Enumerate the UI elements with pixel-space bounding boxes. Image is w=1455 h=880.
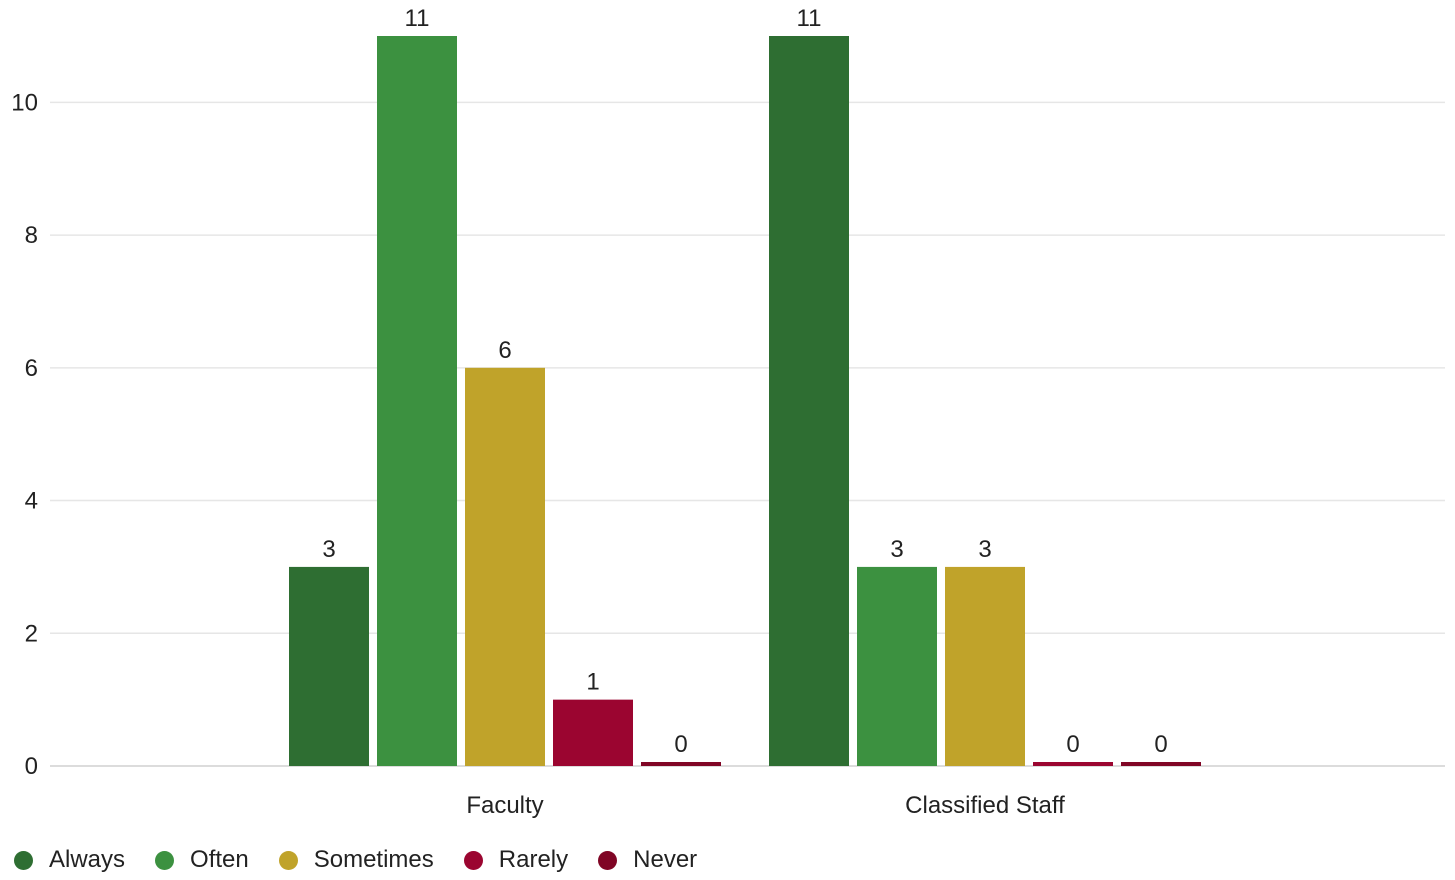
y-tick-label: 2 bbox=[25, 620, 38, 647]
y-axis-ticks: 0 2 4 6 8 10 bbox=[11, 89, 38, 780]
bar-always-classified-staff bbox=[769, 36, 849, 766]
legend-label: Sometimes bbox=[313, 846, 434, 873]
bar-sometimes-classified-staff bbox=[945, 566, 1025, 766]
data-label: 0 bbox=[674, 731, 687, 758]
legend-marker-icon bbox=[278, 850, 298, 870]
data-label: 3 bbox=[978, 536, 991, 563]
y-tick-label: 0 bbox=[25, 753, 38, 780]
bar-sometimes-faculty bbox=[465, 367, 545, 766]
y-tick-label: 4 bbox=[25, 488, 38, 515]
data-label: 1 bbox=[586, 669, 599, 696]
data-label: 11 bbox=[405, 5, 430, 32]
legend: Always Often Sometimes Rarely Never bbox=[14, 846, 727, 874]
legend-marker-icon bbox=[463, 850, 483, 870]
data-label: 3 bbox=[322, 536, 335, 563]
legend-marker-icon bbox=[155, 850, 175, 870]
legend-item-always[interactable]: Always bbox=[14, 846, 125, 874]
data-label: 6 bbox=[498, 337, 511, 364]
legend-label: Always bbox=[49, 846, 126, 873]
data-label: 11 bbox=[797, 5, 822, 32]
legend-label: Never bbox=[633, 846, 698, 873]
gridlines bbox=[50, 101, 1445, 767]
legend-item-sometimes[interactable]: Sometimes bbox=[278, 846, 434, 874]
legend-item-never[interactable]: Never bbox=[598, 846, 697, 874]
data-label: 3 bbox=[890, 536, 903, 563]
bars bbox=[289, 36, 1201, 766]
category-label: Faculty bbox=[466, 792, 543, 819]
data-label: 0 bbox=[1154, 731, 1167, 758]
legend-label: Rarely bbox=[498, 846, 569, 873]
bar-always-faculty bbox=[289, 566, 369, 766]
bar-often-classified-staff bbox=[857, 566, 937, 766]
y-tick-label: 10 bbox=[11, 89, 38, 116]
legend-item-rarely[interactable]: Rarely bbox=[463, 846, 569, 874]
legend-marker-icon bbox=[14, 850, 33, 870]
y-tick-label: 6 bbox=[25, 355, 38, 382]
bar-never-classified-staff bbox=[1121, 762, 1201, 766]
x-axis-categories: Faculty Classified Staff bbox=[466, 792, 1065, 819]
bar-never-faculty bbox=[641, 762, 721, 766]
bar-rarely-faculty bbox=[553, 699, 633, 766]
bar-often-faculty bbox=[377, 36, 457, 766]
legend-label: Often bbox=[190, 846, 249, 873]
bar-rarely-classified-staff bbox=[1033, 762, 1113, 766]
y-tick-label: 8 bbox=[25, 222, 38, 249]
category-label: Classified Staff bbox=[905, 792, 1065, 819]
legend-item-often[interactable]: Often bbox=[155, 846, 249, 874]
legend-marker-icon bbox=[598, 850, 618, 870]
data-labels: 3 11 6 1 0 11 3 3 0 0 bbox=[322, 5, 1167, 758]
data-label: 0 bbox=[1066, 731, 1079, 758]
